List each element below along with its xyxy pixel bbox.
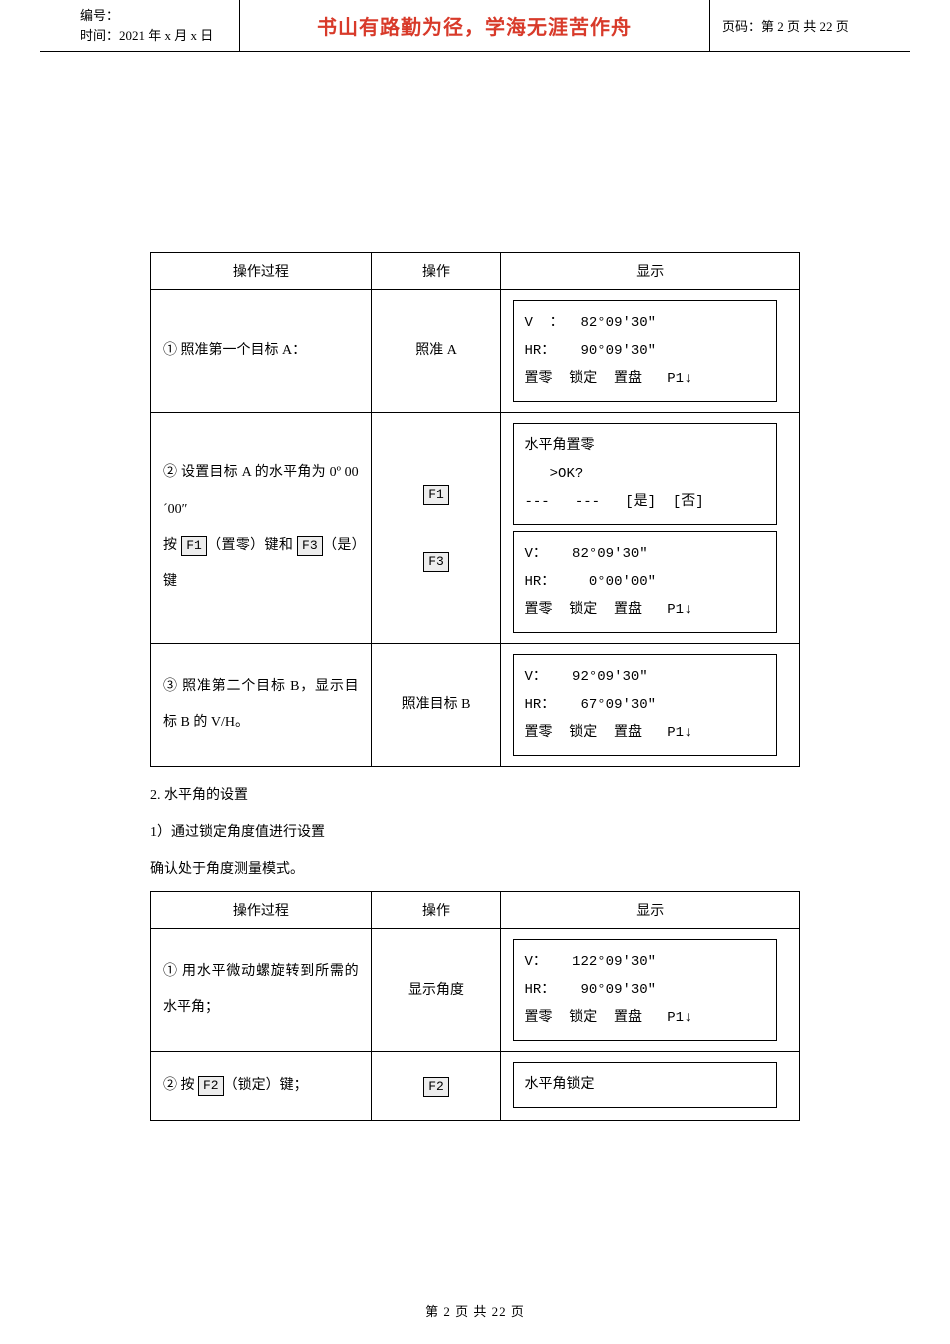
table1-body: ① 照准第一个目标 A：照准 AV ： 82°09′30″ HR： 90°09′… xyxy=(151,290,800,767)
doc-time: 时间：2021 年 x 月 x 日 xyxy=(80,26,239,46)
table-header-row: 操作过程 操作 显示 xyxy=(151,892,800,929)
th-process: 操作过程 xyxy=(151,253,372,290)
section-sub-1: 1）通过锁定角度值进行设置 xyxy=(150,818,800,849)
th-process: 操作过程 xyxy=(151,892,372,929)
table-row: ③ 照准第二个目标 B，显示目标 B 的 V/H。照准目标 BV： 92°09′… xyxy=(151,644,800,767)
th-display: 显示 xyxy=(501,253,800,290)
display-cell: V ： 82°09′30″ HR： 90°09′30″ 置零 锁定 置盘 P1↓ xyxy=(501,290,800,413)
page: 编号： 时间：2021 年 x 月 x 日 书山有路勤为径，学海无涯苦作舟 页码… xyxy=(0,0,950,1344)
content-area: 操作过程 操作 显示 ① 照准第一个目标 A：照准 AV ： 82°09′30″… xyxy=(0,52,950,1161)
section-heading-2: 2. 水平角的设置 xyxy=(150,781,800,812)
table-row: ① 照准第一个目标 A：照准 AV ： 82°09′30″ HR： 90°09′… xyxy=(151,290,800,413)
operation-cell: 显示角度 xyxy=(371,929,501,1052)
table-row: ② 按 F2（锁定）键；F2 水平角锁定 xyxy=(151,1052,800,1121)
process-cell: ② 设置目标 A 的水平角为 0º 00´00″按 F1（置零）键和 F3（是）… xyxy=(151,413,372,644)
device-screen: 水平角置零 >OK? --- --- [是] [否] xyxy=(513,423,777,525)
table-row: ① 用水平微动螺旋转到所需的水平角；显示角度V： 122°09′30″ HR： … xyxy=(151,929,800,1052)
display-cell: 水平角锁定 xyxy=(501,1052,800,1121)
table-row: ② 设置目标 A 的水平角为 0º 00´00″按 F1（置零）键和 F3（是）… xyxy=(151,413,800,644)
page-header: 编号： 时间：2021 年 x 月 x 日 书山有路勤为径，学海无涯苦作舟 页码… xyxy=(40,0,910,52)
header-page: 页码：第 2 页 共 22 页 xyxy=(710,0,910,51)
device-screen: V： 92°09′30″ HR： 67°09′30″ 置零 锁定 置盘 P1↓ xyxy=(513,654,777,756)
header-left: 编号： 时间：2021 年 x 月 x 日 xyxy=(40,0,240,51)
th-operation: 操作 xyxy=(371,892,501,929)
process-cell: ① 照准第一个目标 A： xyxy=(151,290,372,413)
display-cell: V： 92°09′30″ HR： 67°09′30″ 置零 锁定 置盘 P1↓ xyxy=(501,644,800,767)
device-screen: V： 82°09′30″ HR： 0°00′00″ 置零 锁定 置盘 P1↓ xyxy=(513,531,777,633)
page-footer: 第 2 页 共 22 页 xyxy=(0,1301,950,1320)
device-screen: V ： 82°09′30″ HR： 90°09′30″ 置零 锁定 置盘 P1↓ xyxy=(513,300,777,402)
process-cell: ① 用水平微动螺旋转到所需的水平角； xyxy=(151,929,372,1052)
table-header-row: 操作过程 操作 显示 xyxy=(151,253,800,290)
device-screen: V： 122°09′30″ HR： 90°09′30″ 置零 锁定 置盘 P1↓ xyxy=(513,939,777,1041)
display-cell: V： 122°09′30″ HR： 90°09′30″ 置零 锁定 置盘 P1↓ xyxy=(501,929,800,1052)
operation-cell: 照准 A xyxy=(371,290,501,413)
section-note: 确认处于角度测量模式。 xyxy=(150,855,800,886)
operation-cell: 照准目标 B xyxy=(371,644,501,767)
operation-table-1: 操作过程 操作 显示 ① 照准第一个目标 A：照准 AV ： 82°09′30″… xyxy=(150,252,800,767)
table2-body: ① 用水平微动螺旋转到所需的水平角；显示角度V： 122°09′30″ HR： … xyxy=(151,929,800,1121)
process-cell: ② 按 F2（锁定）键； xyxy=(151,1052,372,1121)
header-motto: 书山有路勤为径，学海无涯苦作舟 xyxy=(240,0,710,51)
device-screen: 水平角锁定 xyxy=(513,1062,777,1108)
process-cell: ③ 照准第二个目标 B，显示目标 B 的 V/H。 xyxy=(151,644,372,767)
operation-cell: F1F3 xyxy=(371,413,501,644)
th-operation: 操作 xyxy=(371,253,501,290)
display-cell: 水平角置零 >OK? --- --- [是] [否]V： 82°09′30″ H… xyxy=(501,413,800,644)
operation-cell: F2 xyxy=(371,1052,501,1121)
th-display: 显示 xyxy=(501,892,800,929)
operation-table-2: 操作过程 操作 显示 ① 用水平微动螺旋转到所需的水平角；显示角度V： 122°… xyxy=(150,891,800,1121)
doc-number: 编号： xyxy=(80,6,239,26)
